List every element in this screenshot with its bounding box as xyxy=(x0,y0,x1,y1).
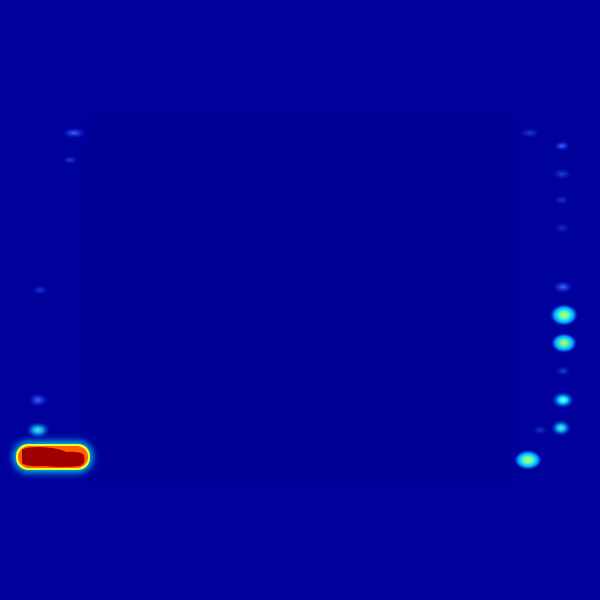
inner-panel xyxy=(90,120,510,480)
right-column-spots xyxy=(514,128,578,470)
left-column-spots xyxy=(26,128,86,438)
hot-spot-blob xyxy=(14,442,92,472)
